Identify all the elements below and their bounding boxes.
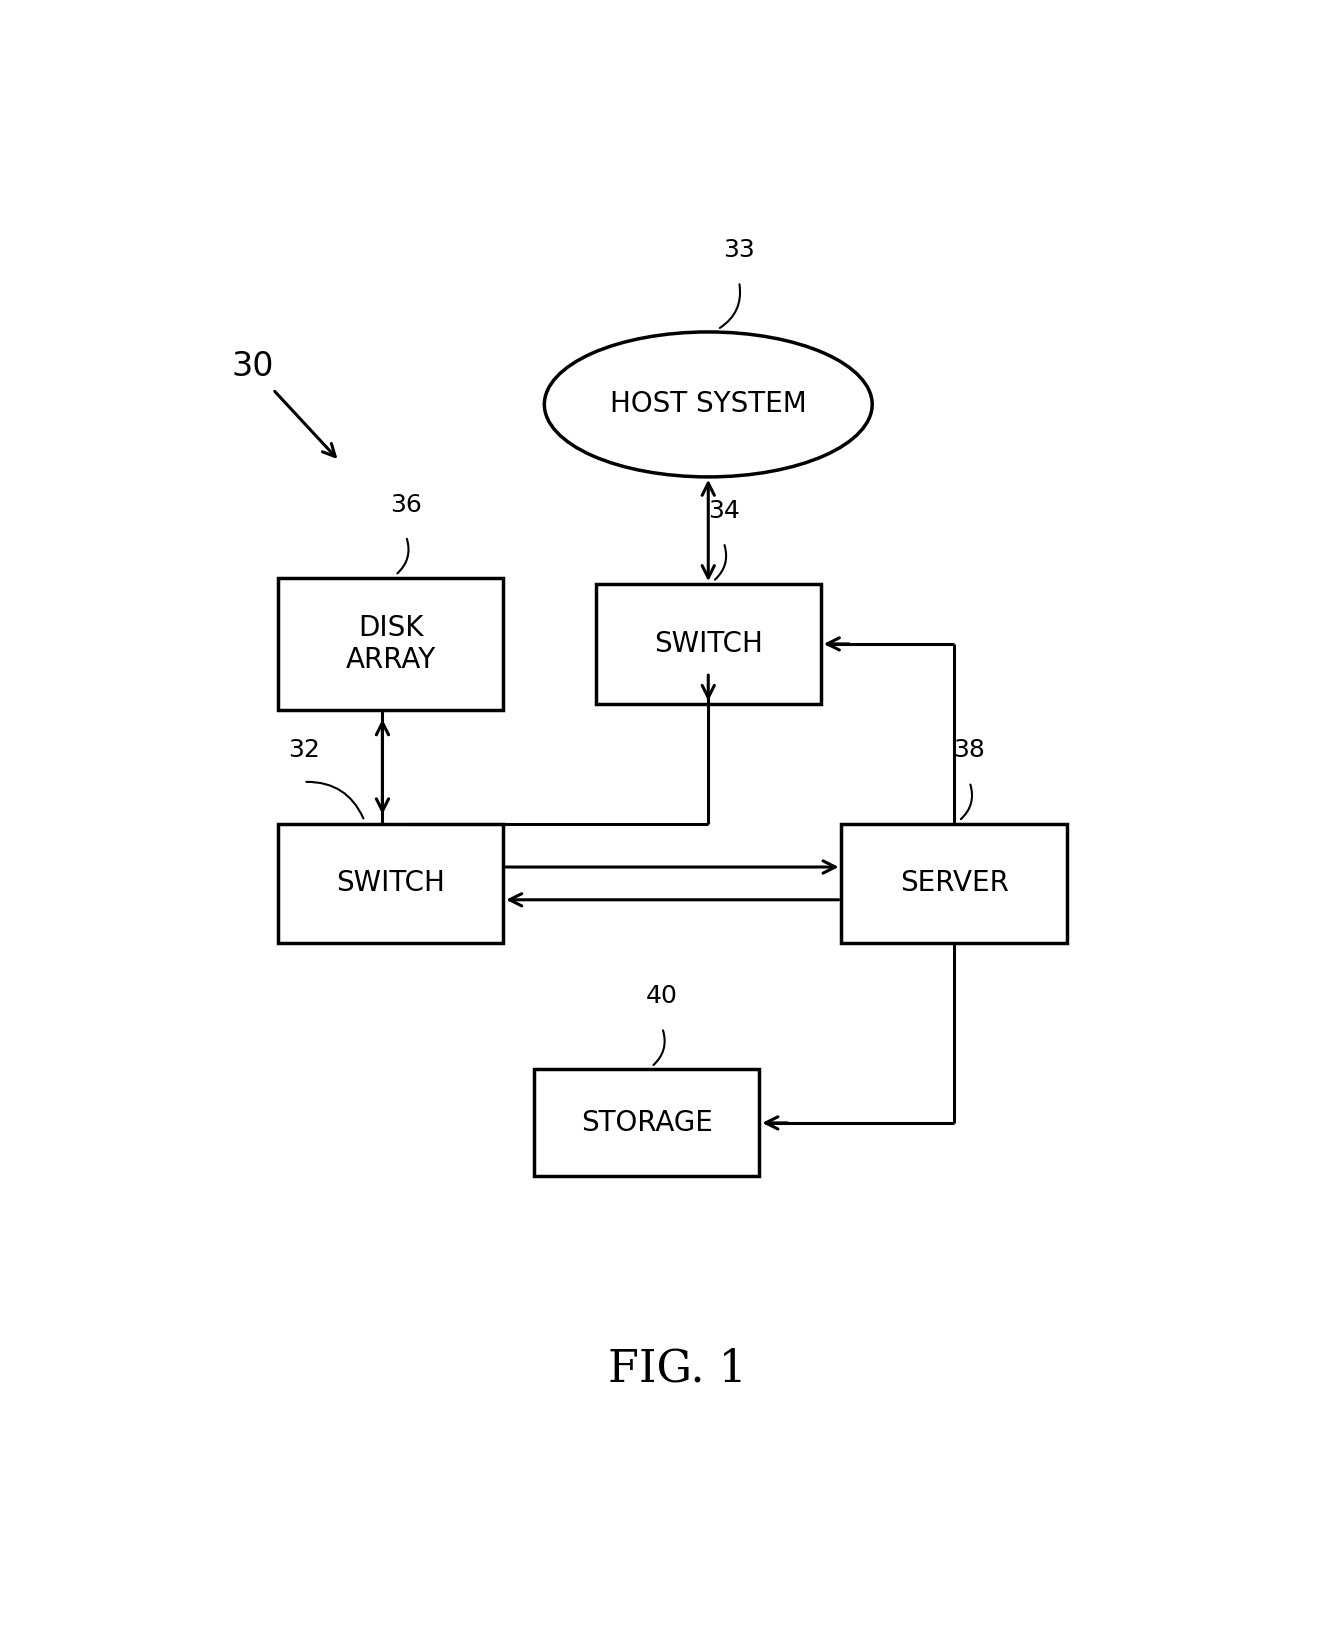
Bar — [534, 1069, 759, 1177]
Text: HOST SYSTEM: HOST SYSTEM — [609, 390, 806, 419]
Text: SWITCH: SWITCH — [654, 630, 763, 658]
Text: DISK
ARRAY: DISK ARRAY — [345, 614, 436, 674]
Bar — [278, 823, 504, 943]
Text: 30: 30 — [231, 350, 274, 383]
Bar — [841, 823, 1067, 943]
Text: 33: 33 — [723, 237, 755, 262]
Text: SERVER: SERVER — [900, 869, 1009, 897]
Text: 32: 32 — [288, 738, 320, 763]
Text: 36: 36 — [390, 493, 422, 517]
Text: 38: 38 — [953, 738, 985, 763]
Text: STORAGE: STORAGE — [580, 1108, 713, 1138]
Bar — [595, 584, 821, 704]
Text: SWITCH: SWITCH — [336, 869, 446, 897]
Text: FIG. 1: FIG. 1 — [608, 1347, 747, 1390]
Text: 40: 40 — [646, 984, 678, 1008]
Bar — [278, 578, 504, 710]
Text: 34: 34 — [707, 499, 739, 522]
